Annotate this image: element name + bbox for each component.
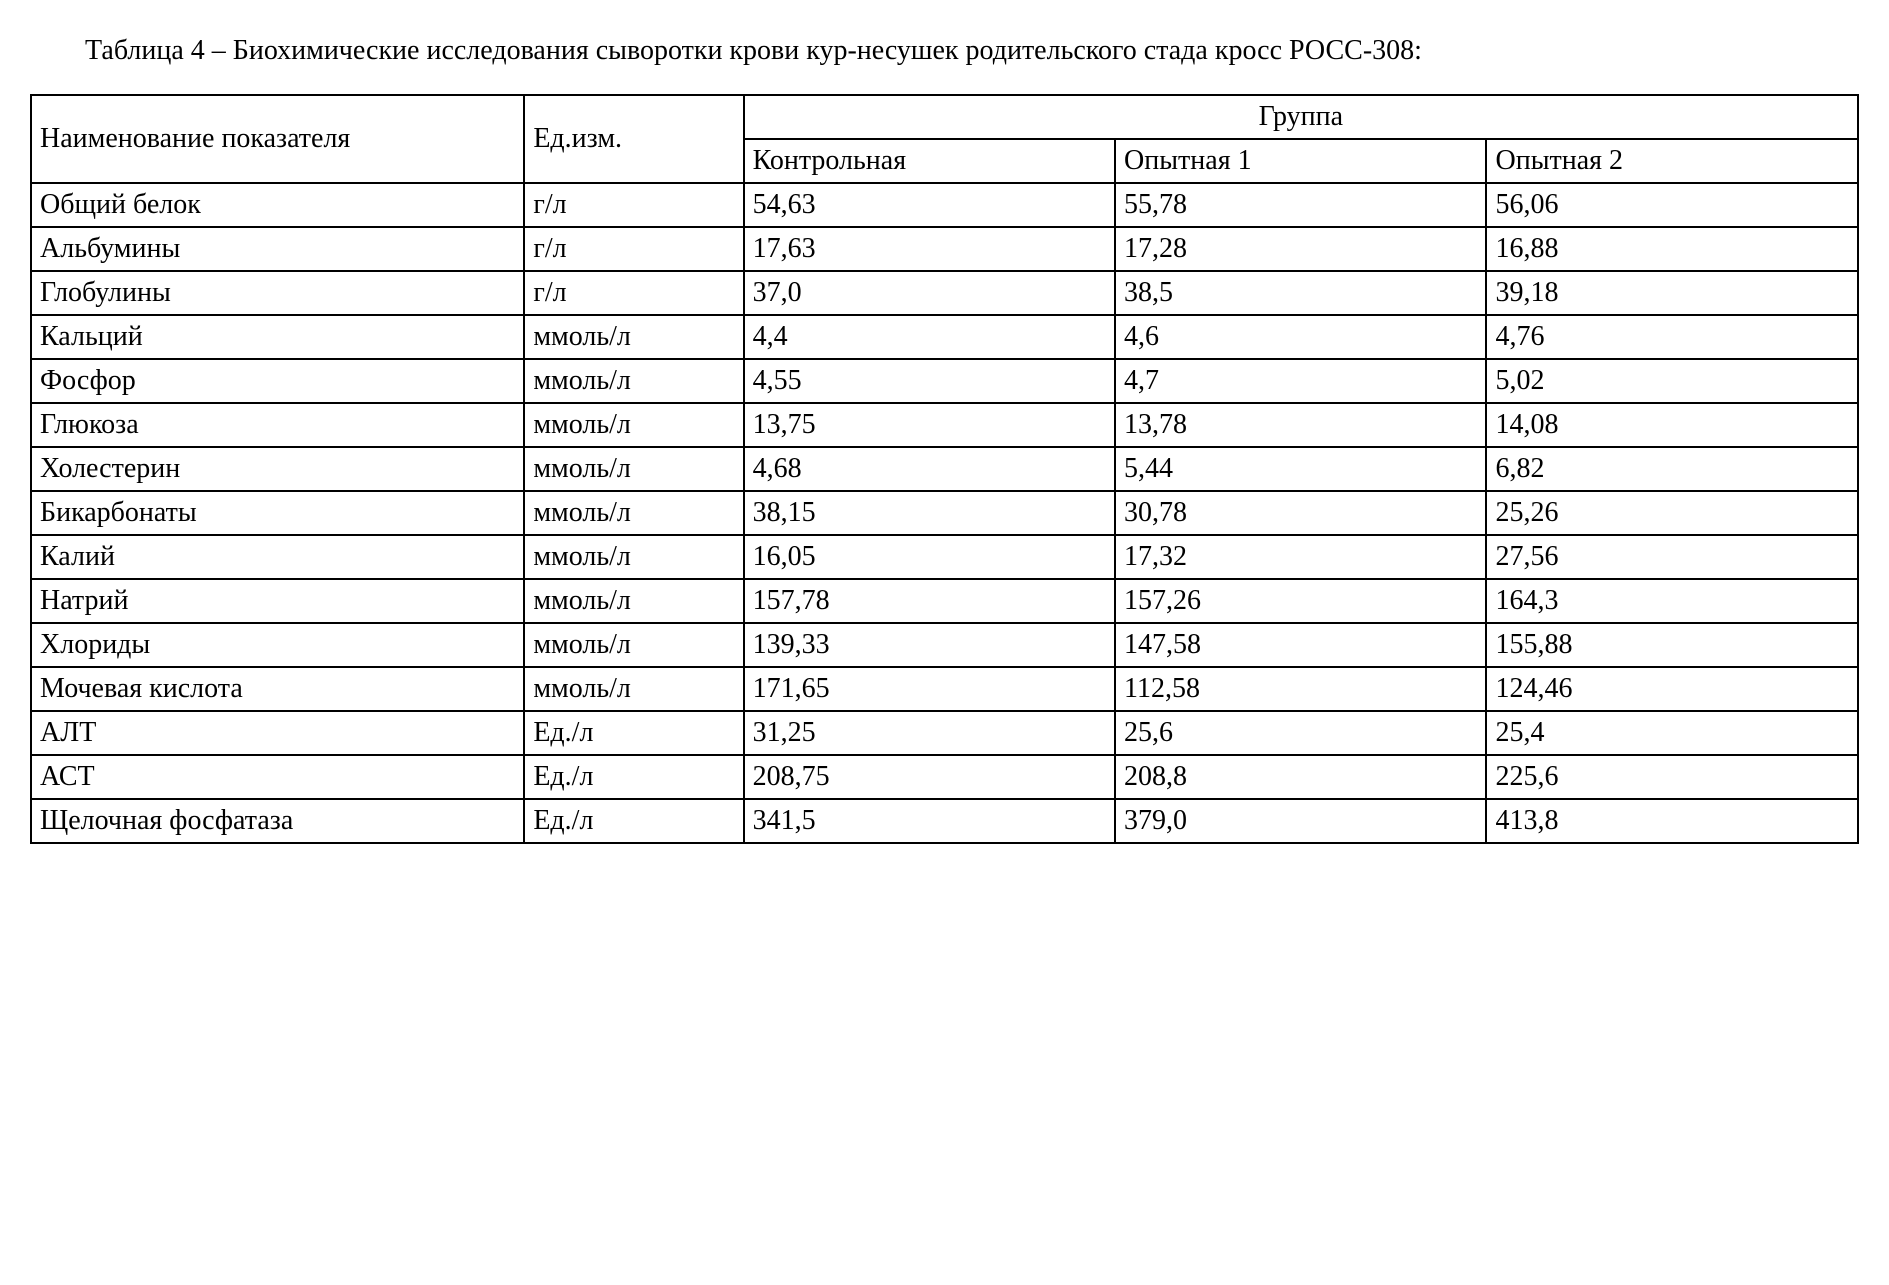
cell-value: 4,6 <box>1115 315 1486 359</box>
cell-value: 56,06 <box>1486 183 1858 227</box>
cell-indicator: АСТ <box>31 755 524 799</box>
table-row: Хлоридыммоль/л139,33147,58155,88 <box>31 623 1858 667</box>
header-subgroup-control: Контрольная <box>744 139 1115 183</box>
cell-value: 55,78 <box>1115 183 1486 227</box>
cell-unit: ммоль/л <box>524 491 743 535</box>
cell-value: 25,6 <box>1115 711 1486 755</box>
cell-value: 6,82 <box>1486 447 1858 491</box>
cell-value: 38,15 <box>744 491 1115 535</box>
cell-unit: г/л <box>524 227 743 271</box>
cell-indicator: Кальций <box>31 315 524 359</box>
biochem-table: Наименование показателя Ед.изм. Группа К… <box>30 94 1859 844</box>
cell-value: 27,56 <box>1486 535 1858 579</box>
header-subgroup-exp2: Опытная 2 <box>1486 139 1858 183</box>
cell-unit: ммоль/л <box>524 403 743 447</box>
cell-indicator: Глюкоза <box>31 403 524 447</box>
cell-unit: Ед./л <box>524 711 743 755</box>
cell-unit: ммоль/л <box>524 579 743 623</box>
table-row: Щелочная фосфатазаЕд./л341,5379,0413,8 <box>31 799 1858 843</box>
cell-value: 13,78 <box>1115 403 1486 447</box>
cell-value: 139,33 <box>744 623 1115 667</box>
cell-value: 37,0 <box>744 271 1115 315</box>
cell-value: 16,88 <box>1486 227 1858 271</box>
cell-value: 112,58 <box>1115 667 1486 711</box>
cell-value: 4,68 <box>744 447 1115 491</box>
table-row: Калийммоль/л16,0517,3227,56 <box>31 535 1858 579</box>
cell-indicator: Натрий <box>31 579 524 623</box>
cell-value: 4,4 <box>744 315 1115 359</box>
cell-value: 4,76 <box>1486 315 1858 359</box>
cell-value: 208,75 <box>744 755 1115 799</box>
table-row: АСТЕд./л208,75208,8225,6 <box>31 755 1858 799</box>
cell-value: 155,88 <box>1486 623 1858 667</box>
header-group: Группа <box>744 95 1858 139</box>
cell-value: 5,02 <box>1486 359 1858 403</box>
cell-indicator: Калий <box>31 535 524 579</box>
cell-indicator: Мочевая кислота <box>31 667 524 711</box>
cell-value: 208,8 <box>1115 755 1486 799</box>
table-row: Альбуминыг/л17,6317,2816,88 <box>31 227 1858 271</box>
cell-indicator: Бикарбонаты <box>31 491 524 535</box>
cell-indicator: Общий белок <box>31 183 524 227</box>
cell-indicator: Глобулины <box>31 271 524 315</box>
table-row: Фосформмоль/л4,554,75,02 <box>31 359 1858 403</box>
cell-indicator: АЛТ <box>31 711 524 755</box>
cell-value: 38,5 <box>1115 271 1486 315</box>
cell-indicator: Холестерин <box>31 447 524 491</box>
table-row: АЛТЕд./л31,2525,625,4 <box>31 711 1858 755</box>
cell-value: 171,65 <box>744 667 1115 711</box>
cell-unit: Ед./л <box>524 755 743 799</box>
table-row: Холестеринммоль/л4,685,446,82 <box>31 447 1858 491</box>
cell-value: 341,5 <box>744 799 1115 843</box>
table-row: Общий белокг/л54,6355,7856,06 <box>31 183 1858 227</box>
cell-value: 14,08 <box>1486 403 1858 447</box>
cell-value: 25,4 <box>1486 711 1858 755</box>
table-row: Глюкозаммоль/л13,7513,7814,08 <box>31 403 1858 447</box>
cell-unit: ммоль/л <box>524 667 743 711</box>
table-caption: Таблица 4 – Биохимические исследования с… <box>30 20 1859 82</box>
cell-unit: г/л <box>524 183 743 227</box>
header-unit: Ед.изм. <box>524 95 743 183</box>
cell-value: 164,3 <box>1486 579 1858 623</box>
cell-unit: ммоль/л <box>524 623 743 667</box>
cell-unit: ммоль/л <box>524 359 743 403</box>
cell-value: 225,6 <box>1486 755 1858 799</box>
table-row: Бикарбонатыммоль/л38,1530,7825,26 <box>31 491 1858 535</box>
cell-unit: Ед./л <box>524 799 743 843</box>
cell-unit: ммоль/л <box>524 447 743 491</box>
header-subgroup-exp1: Опытная 1 <box>1115 139 1486 183</box>
table-row: Натрийммоль/л157,78157,26164,3 <box>31 579 1858 623</box>
cell-value: 54,63 <box>744 183 1115 227</box>
table-header-row-1: Наименование показателя Ед.изм. Группа <box>31 95 1858 139</box>
cell-value: 4,7 <box>1115 359 1486 403</box>
cell-indicator: Щелочная фосфатаза <box>31 799 524 843</box>
cell-indicator: Хлориды <box>31 623 524 667</box>
cell-value: 124,46 <box>1486 667 1858 711</box>
header-indicator: Наименование показателя <box>31 95 524 183</box>
cell-value: 30,78 <box>1115 491 1486 535</box>
cell-indicator: Альбумины <box>31 227 524 271</box>
cell-value: 39,18 <box>1486 271 1858 315</box>
cell-unit: ммоль/л <box>524 315 743 359</box>
cell-value: 5,44 <box>1115 447 1486 491</box>
cell-indicator: Фосфор <box>31 359 524 403</box>
table-row: Мочевая кислотаммоль/л171,65112,58124,46 <box>31 667 1858 711</box>
cell-value: 31,25 <box>744 711 1115 755</box>
table-row: Кальцийммоль/л4,44,64,76 <box>31 315 1858 359</box>
cell-value: 17,32 <box>1115 535 1486 579</box>
cell-value: 17,28 <box>1115 227 1486 271</box>
table-row: Глобулиныг/л37,038,539,18 <box>31 271 1858 315</box>
cell-unit: ммоль/л <box>524 535 743 579</box>
cell-value: 25,26 <box>1486 491 1858 535</box>
cell-value: 157,26 <box>1115 579 1486 623</box>
cell-value: 13,75 <box>744 403 1115 447</box>
cell-value: 147,58 <box>1115 623 1486 667</box>
cell-unit: г/л <box>524 271 743 315</box>
cell-value: 379,0 <box>1115 799 1486 843</box>
cell-value: 413,8 <box>1486 799 1858 843</box>
cell-value: 4,55 <box>744 359 1115 403</box>
cell-value: 16,05 <box>744 535 1115 579</box>
cell-value: 17,63 <box>744 227 1115 271</box>
cell-value: 157,78 <box>744 579 1115 623</box>
